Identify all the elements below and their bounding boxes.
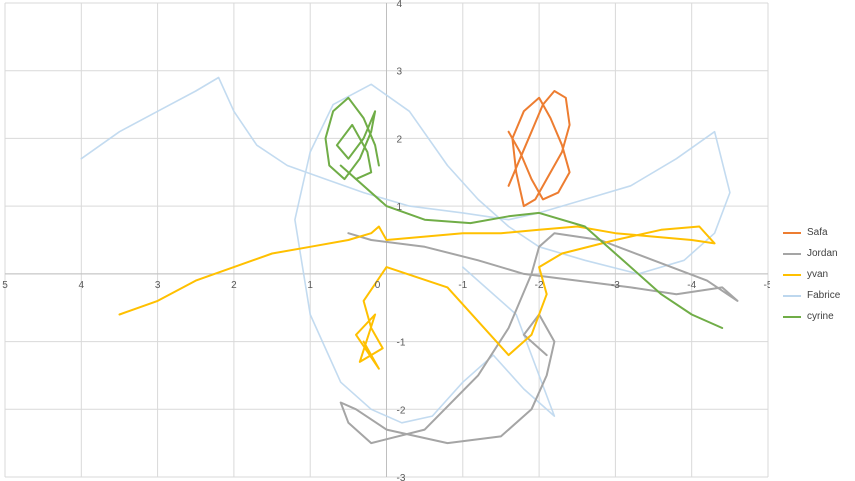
series-line-cyrine [324,96,724,329]
legend-item: yvan [783,264,855,285]
x-tick-label: -5 [764,280,770,291]
x-tick-label: -3 [611,280,620,291]
legend-label: Jordan [807,248,838,259]
legend-item: Jordan [783,243,855,264]
legend-label: Fabrice [807,290,841,301]
series-line-safa [507,90,571,208]
scatter-line-plot: 5 4 3 2 1 0 -1 -2 -3 -4 -5 -3 -2 -1 1 2 3 4 [2,0,770,481]
x-tick-label: 1 [307,280,313,291]
y-tick-label: 2 [397,134,403,145]
legend-swatch [783,273,801,276]
y-tick-label: 4 [397,0,403,10]
x-tick-label: 3 [155,280,161,291]
chart-area: 5 4 3 2 1 0 -1 -2 -3 -4 -5 -3 -2 -1 1 2 3 4 [2,0,770,481]
x-tick-label: -4 [687,280,696,291]
legend-swatch [783,315,801,318]
series-line-yvan [118,225,716,370]
y-tick-label: -3 [397,473,406,481]
x-tick-label: 0 [375,280,381,291]
legend-label: yvan [807,269,829,280]
legend-swatch [783,252,801,255]
chart-legend: Safa Jordan yvan Fabrice cyrine [783,222,855,327]
x-tick-label: -2 [535,280,544,291]
y-tick-label: -2 [397,405,406,416]
x-tick-label: 5 [2,280,8,291]
x-tick-label: 2 [231,280,237,291]
legend-swatch [783,294,801,297]
y-tick-label: 3 [397,67,403,78]
series-line-fabrice [80,76,731,424]
legend-item: cyrine [783,306,855,327]
legend-label: cyrine [807,311,834,322]
x-tick-label: 4 [79,280,85,291]
legend-item: Safa [783,222,855,243]
series-line-jordan [339,232,739,445]
x-tick-label: -1 [458,280,467,291]
y-tick-label: -1 [397,338,406,349]
y-tick-label: 1 [397,202,403,213]
legend-swatch [783,231,801,234]
legend-item: Fabrice [783,285,855,306]
legend-label: Safa [807,227,828,238]
